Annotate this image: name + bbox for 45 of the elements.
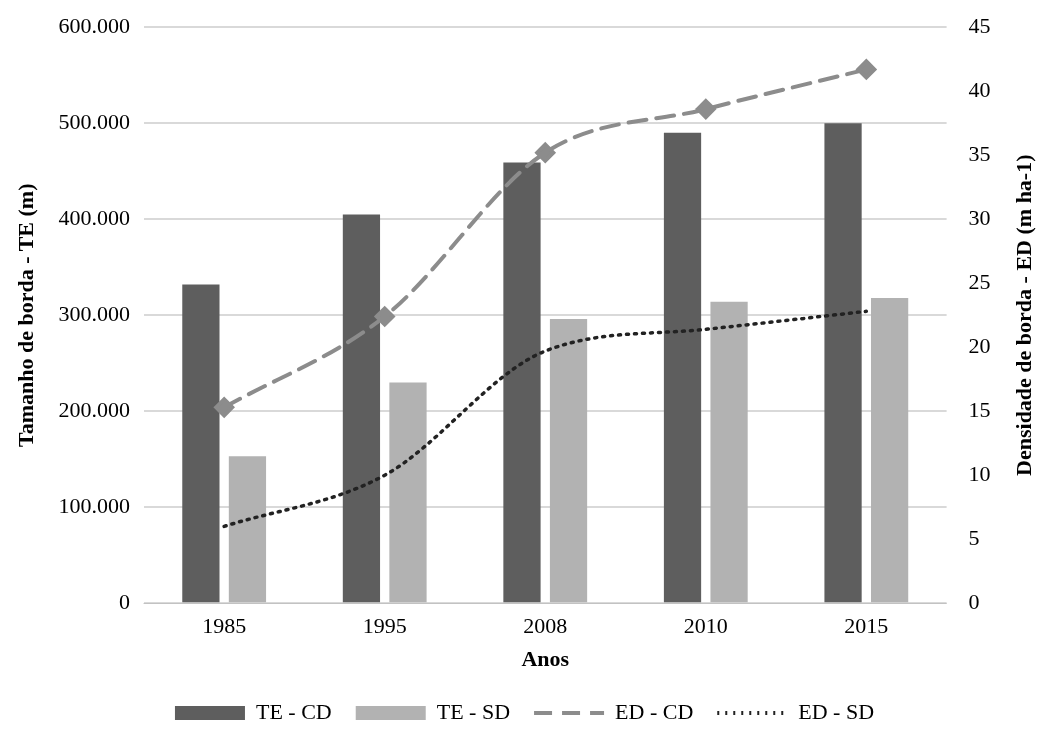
y2-tick-label: 20	[968, 332, 991, 358]
y-tick-label: 100.000	[58, 492, 130, 518]
legend-label: TE - CD	[255, 698, 332, 724]
y-tick-label: 0	[118, 588, 130, 614]
y2-tick-label: 5	[968, 524, 980, 550]
legend-label: TE - SD	[436, 698, 511, 724]
y2-tick-label: 10	[968, 460, 991, 486]
point	[214, 397, 235, 418]
y2-tick-label: 40	[968, 76, 991, 102]
y-tick-label: 400.000	[58, 204, 130, 230]
line-series	[222, 309, 869, 529]
x-tick-label: 2015	[844, 613, 889, 639]
y-tick-label: 500.000	[58, 108, 130, 134]
x-tick-label: 1985	[202, 613, 247, 639]
bar	[824, 123, 862, 603]
legend-label: ED - SD	[798, 698, 875, 724]
y-tick-label: 200.000	[58, 396, 130, 422]
bar	[549, 319, 588, 603]
y2-tick-label: 30	[968, 204, 991, 230]
x-axis-title: Anos	[521, 646, 570, 672]
point	[695, 99, 716, 120]
bar	[182, 284, 220, 603]
bar	[503, 162, 541, 603]
y-tick-label: 600.000	[58, 12, 130, 38]
y2-tick-label: 25	[968, 268, 991, 294]
bar	[870, 297, 909, 603]
y-axis-title: Tamanho de borda - TE (m)	[12, 183, 38, 447]
bar	[228, 456, 267, 603]
bar	[710, 301, 748, 603]
point	[535, 142, 556, 163]
y2-tick-label: 15	[968, 396, 991, 422]
x-tick-label: 2010	[683, 613, 728, 639]
y2-tick-label: 45	[968, 12, 991, 38]
x-tick-label: 2008	[523, 613, 568, 639]
y-tick-label: 300.000	[58, 300, 130, 326]
bar	[663, 132, 702, 603]
bar	[389, 382, 427, 603]
y2-axis-title: Densidade de borda - ED (m ha-1)	[1010, 154, 1036, 476]
point	[374, 306, 395, 327]
legend-label: ED - CD	[615, 698, 694, 724]
y2-tick-label: 35	[968, 140, 991, 166]
bar	[342, 214, 381, 603]
x-tick-label: 1995	[362, 613, 407, 639]
y2-tick-label: 0	[968, 588, 980, 614]
point	[856, 59, 877, 80]
